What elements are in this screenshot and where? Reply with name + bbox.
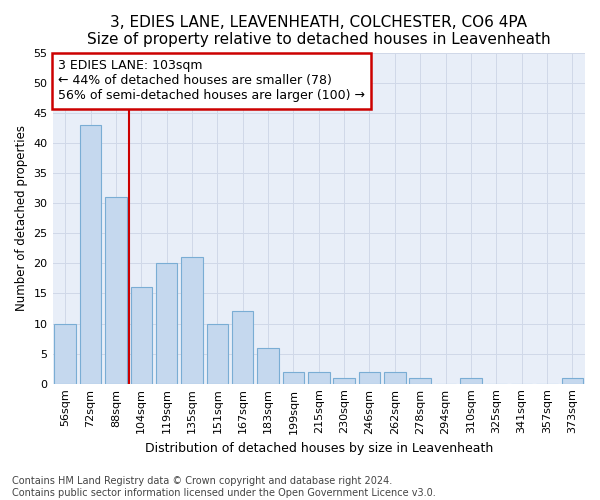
Bar [105, 197, 127, 384]
Bar [283, 372, 304, 384]
Bar [409, 378, 431, 384]
Bar [562, 378, 583, 384]
Bar [156, 264, 178, 384]
Bar [181, 258, 203, 384]
Y-axis label: Number of detached properties: Number of detached properties [15, 125, 28, 311]
Bar [384, 372, 406, 384]
Bar [359, 372, 380, 384]
Bar [460, 378, 482, 384]
Bar [55, 324, 76, 384]
Bar [334, 378, 355, 384]
Bar [80, 125, 101, 384]
Title: 3, EDIES LANE, LEAVENHEATH, COLCHESTER, CO6 4PA
Size of property relative to det: 3, EDIES LANE, LEAVENHEATH, COLCHESTER, … [87, 15, 551, 48]
Bar [257, 348, 279, 384]
Bar [232, 312, 253, 384]
Text: 3 EDIES LANE: 103sqm
← 44% of detached houses are smaller (78)
56% of semi-detac: 3 EDIES LANE: 103sqm ← 44% of detached h… [58, 60, 365, 102]
Bar [308, 372, 329, 384]
Bar [206, 324, 228, 384]
Text: Contains HM Land Registry data © Crown copyright and database right 2024.
Contai: Contains HM Land Registry data © Crown c… [12, 476, 436, 498]
X-axis label: Distribution of detached houses by size in Leavenheath: Distribution of detached houses by size … [145, 442, 493, 455]
Bar [131, 288, 152, 384]
